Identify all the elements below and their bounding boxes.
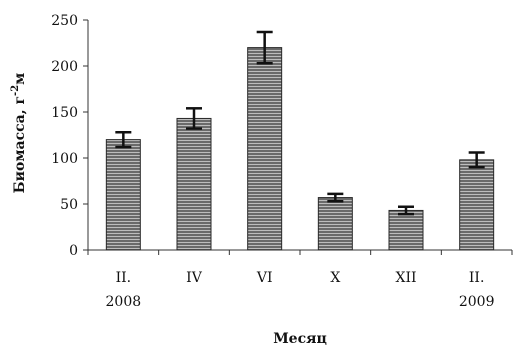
y-tick-label: 200 — [51, 59, 78, 75]
y-axis: 0 50 100 150 200 250 — [51, 13, 89, 259]
bar — [105, 139, 141, 251]
x-tick-label: VI — [256, 270, 273, 286]
x-tick-label: 2009 — [459, 294, 495, 310]
y-tick-label: 0 — [69, 243, 78, 259]
y-tick-label: 250 — [51, 13, 78, 29]
error-bars — [115, 30, 485, 216]
x-tick-label: II. — [116, 270, 132, 286]
y-axis-title: Биомасса, г-2м — [10, 73, 28, 194]
bar — [317, 197, 353, 251]
bars — [105, 47, 495, 251]
x-tick-label: IV — [186, 270, 203, 286]
x-tick-label: II. — [469, 270, 485, 286]
x-tick-label: 2008 — [106, 294, 142, 310]
x-axis-title: Месяц — [273, 331, 327, 347]
y-tick-label: 50 — [60, 197, 78, 213]
bar — [247, 47, 283, 251]
x-tick-label: XII — [395, 270, 416, 286]
y-tick-label: 100 — [51, 151, 78, 167]
x-tick-label: X — [330, 270, 340, 286]
bar — [388, 209, 424, 251]
x-axis: II. 2008 IV VI X XII II. 2009 — [87, 249, 513, 310]
bar — [176, 117, 212, 251]
bar — [459, 159, 495, 251]
y-tick-label: 150 — [51, 105, 78, 121]
